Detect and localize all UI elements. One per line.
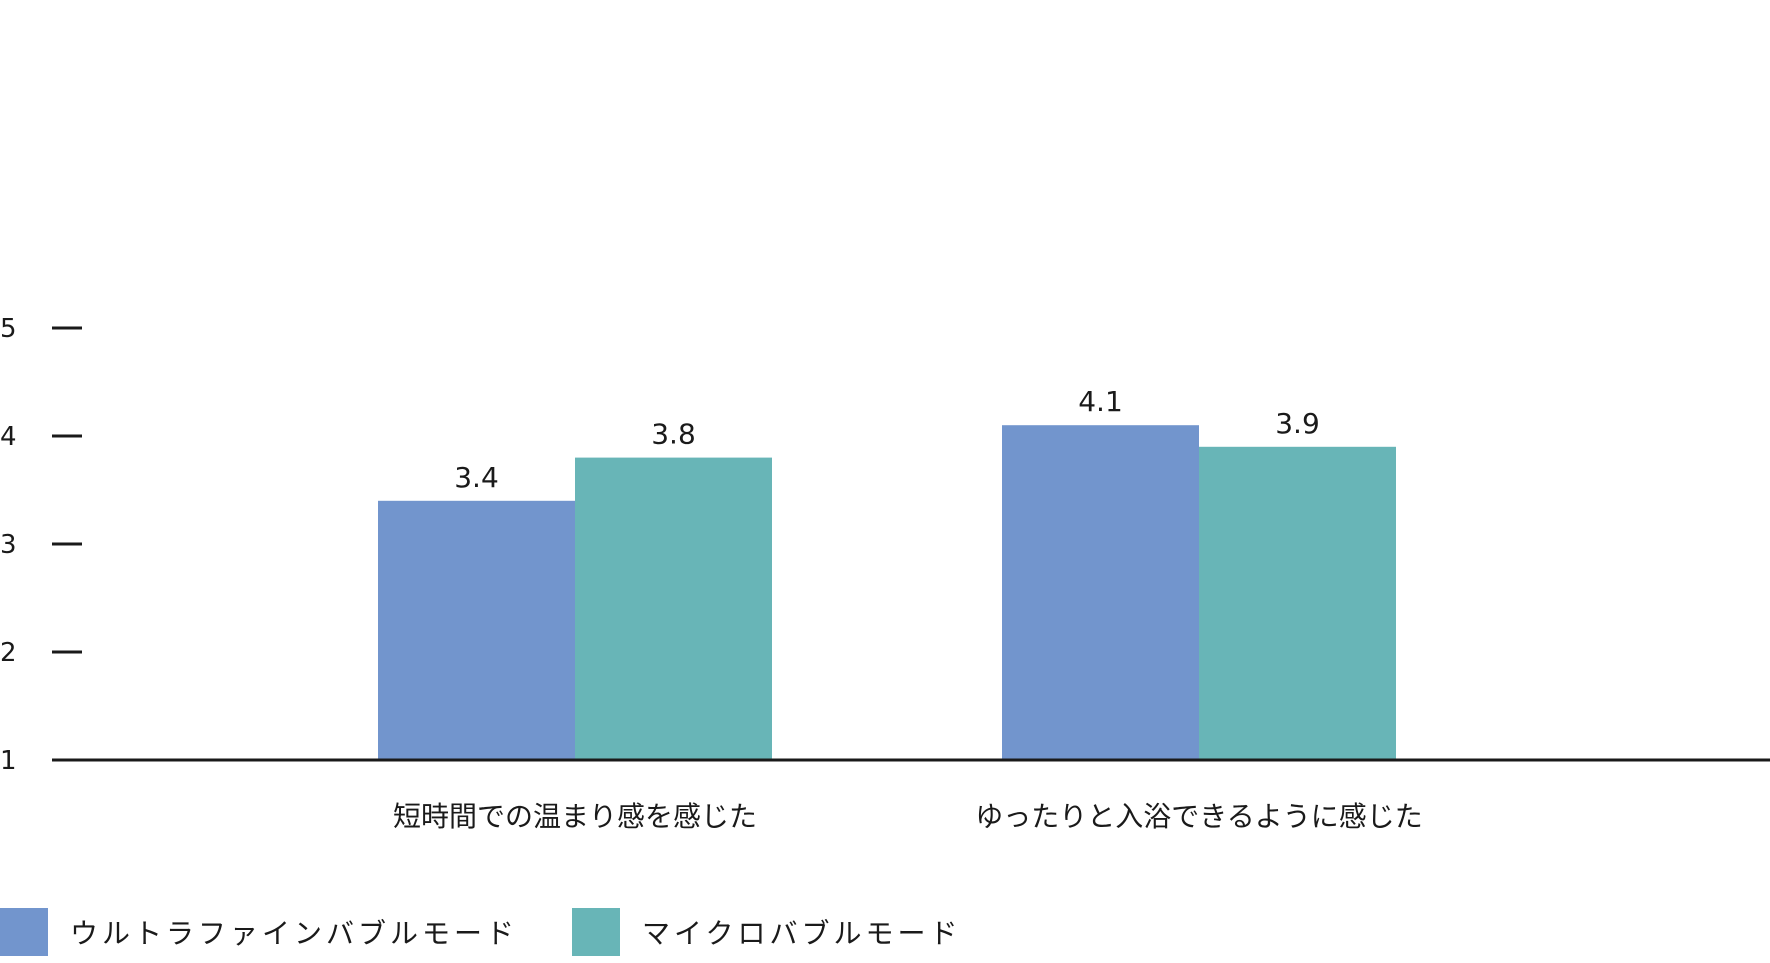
bar-micro — [1199, 446, 1396, 760]
x-category-label: 短時間での温まり感を感じた — [393, 800, 757, 833]
y-tick-label: 5 — [0, 314, 17, 344]
data-label: 4.1 — [1078, 385, 1123, 418]
y-axis: 1 2 3 4 5 — [0, 314, 82, 776]
value-labels: 3.4 3.8 4.1 3.9 — [454, 385, 1320, 494]
legend-item-micro: マイクロバブルモード — [572, 908, 961, 956]
bar-ultrafine — [1002, 425, 1199, 760]
legend-item-ultrafine: ウルトラファインバブルモード — [0, 908, 518, 956]
data-label: 3.9 — [1275, 407, 1320, 440]
legend: ウルトラファインバブルモード マイクロバブルモード — [0, 908, 1015, 956]
y-tick-label: 4 — [0, 422, 17, 452]
bar-micro — [575, 457, 772, 760]
legend-swatch-micro — [572, 908, 621, 956]
y-tick-label: 2 — [0, 638, 17, 668]
legend-swatch-ultrafine — [0, 908, 48, 956]
legend-label-micro: マイクロバブルモード — [642, 917, 962, 950]
y-tick-label: 1 — [0, 746, 17, 776]
data-label: 3.8 — [651, 418, 696, 451]
bar-chart: 1 2 3 4 5 3.4 3.8 4.1 3.9 短時間での温まり感を感じた ゆったりと入浴で… — [0, 314, 1770, 833]
data-label: 3.4 — [454, 461, 499, 494]
x-category-label: ゆったりと入浴できるように感じた — [975, 800, 1422, 833]
y-tick-label: 3 — [0, 530, 17, 560]
bar-ultrafine — [378, 500, 575, 760]
bars — [378, 425, 1396, 760]
x-axis: 短時間での温まり感を感じた ゆったりと入浴できるように感じた — [52, 758, 1770, 833]
legend-label-ultrafine: ウルトラファインバブルモード — [70, 917, 519, 950]
